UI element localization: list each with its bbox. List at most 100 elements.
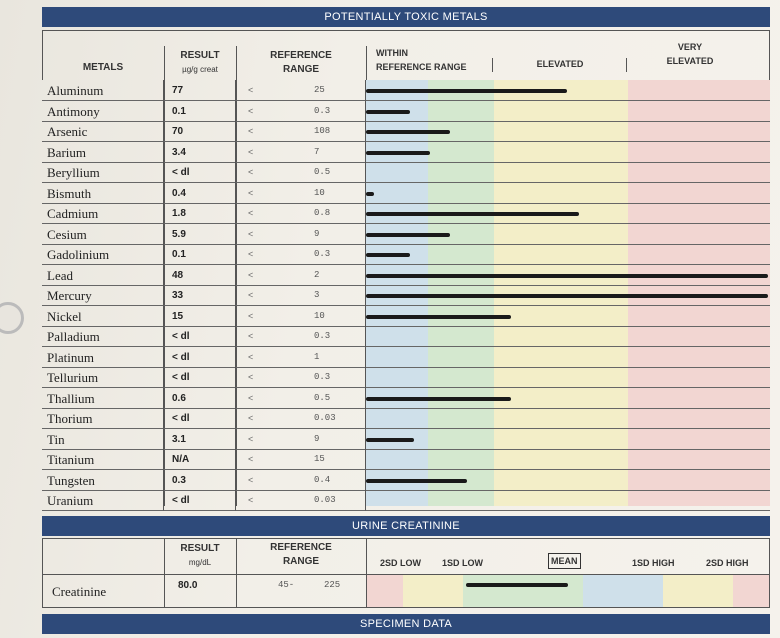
metal-chart-cell bbox=[366, 490, 770, 511]
metal-result: 3.1 bbox=[164, 428, 236, 450]
metal-result: 48 bbox=[164, 264, 236, 286]
creat-zone-mean bbox=[463, 575, 583, 607]
metal-row: Tungsten 0.3 <0.4 bbox=[42, 469, 770, 491]
metal-reference: 25 bbox=[266, 80, 366, 101]
metal-reference: 0.03 bbox=[266, 408, 366, 429]
less-than-sign: < bbox=[236, 80, 266, 101]
creatinine-result: 80.0 bbox=[178, 580, 198, 591]
creat-col-range: RANGE bbox=[282, 556, 320, 567]
metal-chart-cell bbox=[366, 285, 770, 306]
metal-chart-cell bbox=[366, 388, 770, 409]
metal-result: N/A bbox=[164, 449, 236, 470]
metal-level-bar bbox=[366, 109, 410, 114]
metal-result: < dl bbox=[164, 367, 236, 388]
metal-row: Nickel 15 <10 bbox=[42, 305, 770, 327]
metal-chart-cell bbox=[366, 449, 770, 470]
col-very: VERY bbox=[677, 42, 703, 52]
less-than-sign: < bbox=[236, 306, 266, 327]
metal-name: Uranium bbox=[42, 490, 164, 511]
creatinine-label: Creatinine bbox=[52, 584, 107, 599]
col-range: RANGE bbox=[282, 64, 320, 75]
metal-result: 3.4 bbox=[164, 141, 236, 163]
zone-elevated bbox=[494, 80, 628, 506]
creatinine-table bbox=[42, 538, 770, 608]
toxic-table-header bbox=[42, 30, 770, 80]
metal-level-bar bbox=[366, 273, 768, 278]
metal-result: < dl bbox=[164, 326, 236, 347]
metal-chart-cell bbox=[366, 265, 770, 286]
metal-chart-cell bbox=[366, 470, 770, 491]
metal-chart-cell bbox=[366, 162, 770, 183]
less-than-sign: < bbox=[236, 470, 266, 491]
metal-reference: 10 bbox=[266, 182, 366, 204]
metal-name: Platinum bbox=[42, 346, 164, 368]
metal-level-bar bbox=[366, 212, 579, 216]
metal-row: Barium 3.4 <7 bbox=[42, 141, 770, 163]
less-than-sign: < bbox=[236, 224, 266, 245]
metal-result: < dl bbox=[164, 408, 236, 429]
metal-reference: 15 bbox=[266, 449, 366, 470]
less-than-sign: < bbox=[236, 101, 266, 122]
metal-chart-cell bbox=[366, 121, 770, 142]
metal-row: Thorium < dl <0.03 bbox=[42, 408, 770, 429]
metal-level-bar bbox=[366, 294, 768, 298]
metal-reference: 3 bbox=[266, 285, 366, 306]
scale-1sd-low: 1SD LOW bbox=[442, 558, 484, 568]
metal-chart-cell bbox=[366, 101, 770, 122]
metal-name: Bismuth bbox=[42, 182, 164, 204]
metal-row: Arsenic 70 <108 bbox=[42, 121, 770, 142]
metal-reference: 108 bbox=[266, 121, 366, 142]
col-metals: METALS bbox=[82, 62, 124, 73]
metal-name: Mercury bbox=[42, 285, 164, 306]
metal-result: < dl bbox=[164, 162, 236, 183]
metal-row: Cadmium 1.8 <0.8 bbox=[42, 203, 770, 224]
specimen-header: SPECIMEN DATA bbox=[42, 614, 770, 634]
metal-result: 33 bbox=[164, 285, 236, 306]
metal-name: Antimony bbox=[42, 100, 164, 122]
less-than-sign: < bbox=[236, 203, 266, 224]
creat-zone-2sd-high-a bbox=[663, 575, 733, 607]
metal-name: Lead bbox=[42, 264, 164, 286]
col-within-range: REFERENCE RANGE bbox=[376, 62, 467, 72]
less-than-sign: < bbox=[236, 244, 266, 265]
metal-name: Cesium bbox=[42, 223, 164, 245]
metal-name: Aluminum bbox=[42, 80, 164, 101]
creat-col-unit: mg/dL bbox=[188, 558, 212, 567]
creat-zone-2sd-high-b bbox=[733, 575, 769, 607]
metal-name: Tungsten bbox=[42, 469, 164, 491]
metal-chart-cell bbox=[366, 203, 770, 224]
metal-name: Arsenic bbox=[42, 121, 164, 142]
col-result: RESULT bbox=[180, 50, 220, 61]
metal-reference: 0.5 bbox=[266, 387, 366, 409]
metal-row: Palladium < dl <0.3 bbox=[42, 326, 770, 347]
less-than-sign: < bbox=[236, 429, 266, 450]
zone-within-green bbox=[428, 80, 494, 506]
metal-reference: 0.3 bbox=[266, 244, 366, 265]
metal-reference: 0.4 bbox=[266, 469, 366, 491]
col-reference: REFERENCE bbox=[270, 50, 332, 61]
scale-2sd-low: 2SD LOW bbox=[380, 558, 422, 568]
metal-result: 0.3 bbox=[164, 469, 236, 491]
metal-name: Titanium bbox=[42, 449, 164, 470]
metal-reference: 10 bbox=[266, 305, 366, 327]
binder-ring-icon bbox=[0, 302, 24, 334]
metal-level-bar bbox=[366, 130, 450, 134]
metal-row: Thallium 0.6 <0.5 bbox=[42, 387, 770, 409]
metal-level-bar bbox=[366, 437, 414, 442]
creatinine-ref-low: 45- bbox=[278, 580, 295, 590]
metal-level-bar bbox=[366, 314, 511, 319]
metal-name: Nickel bbox=[42, 305, 164, 327]
scale-mean: MEAN bbox=[548, 553, 581, 569]
metal-reference: 7 bbox=[266, 141, 366, 163]
metal-row: Cesium 5.9 <9 bbox=[42, 223, 770, 245]
creat-col-reference: REFERENCE bbox=[270, 542, 332, 553]
metal-chart-cell bbox=[366, 306, 770, 327]
creat-zone-1sd-low bbox=[403, 575, 463, 607]
less-than-sign: < bbox=[236, 142, 266, 163]
metal-result: 70 bbox=[164, 121, 236, 142]
metal-reference: 9 bbox=[266, 428, 366, 450]
metal-chart-cell bbox=[366, 326, 770, 347]
metal-name: Thorium bbox=[42, 408, 164, 429]
less-than-sign: < bbox=[236, 490, 266, 511]
scale-2sd-high: 2SD HIGH bbox=[706, 558, 749, 568]
